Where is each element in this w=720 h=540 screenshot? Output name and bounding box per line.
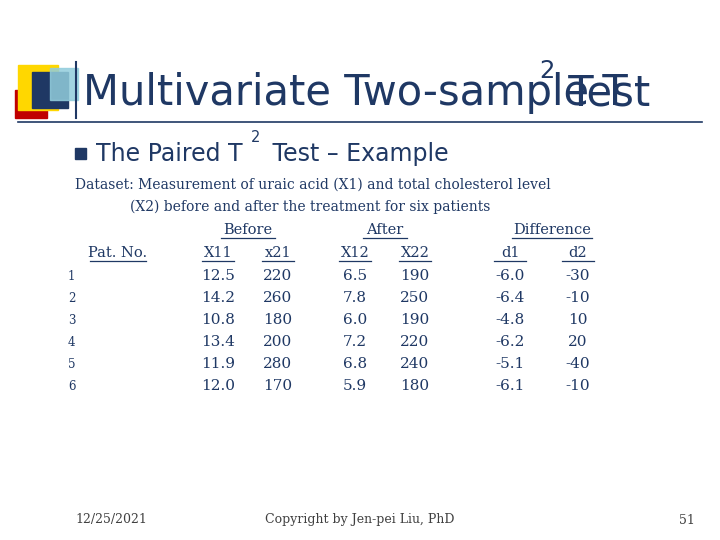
- Text: 2: 2: [251, 130, 260, 145]
- Text: 5: 5: [68, 357, 76, 370]
- Text: d2: d2: [569, 246, 588, 260]
- Bar: [18, 65, 58, 110]
- Text: 6.0: 6.0: [343, 313, 367, 327]
- Text: -10: -10: [566, 291, 590, 305]
- Text: -4.8: -4.8: [495, 313, 525, 327]
- Bar: [50, 68, 78, 100]
- Text: Before: Before: [223, 223, 273, 237]
- Text: x21: x21: [265, 246, 292, 260]
- Text: -6.0: -6.0: [495, 269, 525, 283]
- Bar: [15, 90, 47, 118]
- Text: 180: 180: [400, 379, 430, 393]
- Text: 240: 240: [400, 357, 430, 371]
- Text: After: After: [366, 223, 404, 237]
- Text: 10.8: 10.8: [201, 313, 235, 327]
- Text: 6.5: 6.5: [343, 269, 367, 283]
- Text: d1: d1: [500, 246, 519, 260]
- Text: Test: Test: [554, 72, 650, 114]
- Text: 5.9: 5.9: [343, 379, 367, 393]
- Text: 13.4: 13.4: [201, 335, 235, 349]
- Text: -5.1: -5.1: [495, 357, 525, 371]
- Text: 190: 190: [400, 269, 430, 283]
- Text: 20: 20: [568, 335, 588, 349]
- Text: -6.2: -6.2: [495, 335, 525, 349]
- Text: 6.8: 6.8: [343, 357, 367, 371]
- Text: 12.0: 12.0: [201, 379, 235, 393]
- Text: 2: 2: [539, 59, 554, 83]
- Text: 260: 260: [264, 291, 292, 305]
- Text: Copyright by Jen-pei Liu, PhD: Copyright by Jen-pei Liu, PhD: [265, 514, 455, 526]
- Text: 7.2: 7.2: [343, 335, 367, 349]
- Text: 190: 190: [400, 313, 430, 327]
- Text: (X2) before and after the treatment for six patients: (X2) before and after the treatment for …: [130, 200, 490, 214]
- Text: 3: 3: [68, 314, 76, 327]
- Text: 250: 250: [400, 291, 430, 305]
- Text: Dataset: Measurement of uraic acid (X1) and total cholesterol level: Dataset: Measurement of uraic acid (X1) …: [75, 178, 551, 192]
- Text: X11: X11: [204, 246, 233, 260]
- Text: 220: 220: [264, 269, 292, 283]
- Text: The Paired T: The Paired T: [96, 142, 243, 166]
- Text: X22: X22: [400, 246, 429, 260]
- Text: 220: 220: [400, 335, 430, 349]
- Text: 280: 280: [264, 357, 292, 371]
- Text: Test – Example: Test – Example: [265, 142, 449, 166]
- Text: 51: 51: [679, 514, 695, 526]
- Text: 12/25/2021: 12/25/2021: [75, 514, 147, 526]
- Bar: [75, 148, 86, 159]
- Text: 2: 2: [68, 292, 76, 305]
- Text: 170: 170: [264, 379, 292, 393]
- Bar: [32, 72, 68, 108]
- Text: X12: X12: [341, 246, 369, 260]
- Text: 200: 200: [264, 335, 292, 349]
- Text: 12.5: 12.5: [201, 269, 235, 283]
- Text: -10: -10: [566, 379, 590, 393]
- Text: -6.4: -6.4: [495, 291, 525, 305]
- Text: 1: 1: [68, 269, 76, 282]
- Text: 6: 6: [68, 380, 76, 393]
- Text: 180: 180: [264, 313, 292, 327]
- Text: 4: 4: [68, 335, 76, 348]
- Text: -40: -40: [566, 357, 590, 371]
- Text: Difference: Difference: [513, 223, 591, 237]
- Text: Multivariate Two-sample T: Multivariate Two-sample T: [83, 72, 628, 114]
- Text: 11.9: 11.9: [201, 357, 235, 371]
- Text: Pat. No.: Pat. No.: [89, 246, 148, 260]
- Text: -30: -30: [566, 269, 590, 283]
- Text: 7.8: 7.8: [343, 291, 367, 305]
- Text: -6.1: -6.1: [495, 379, 525, 393]
- Text: 10: 10: [568, 313, 588, 327]
- Text: 14.2: 14.2: [201, 291, 235, 305]
